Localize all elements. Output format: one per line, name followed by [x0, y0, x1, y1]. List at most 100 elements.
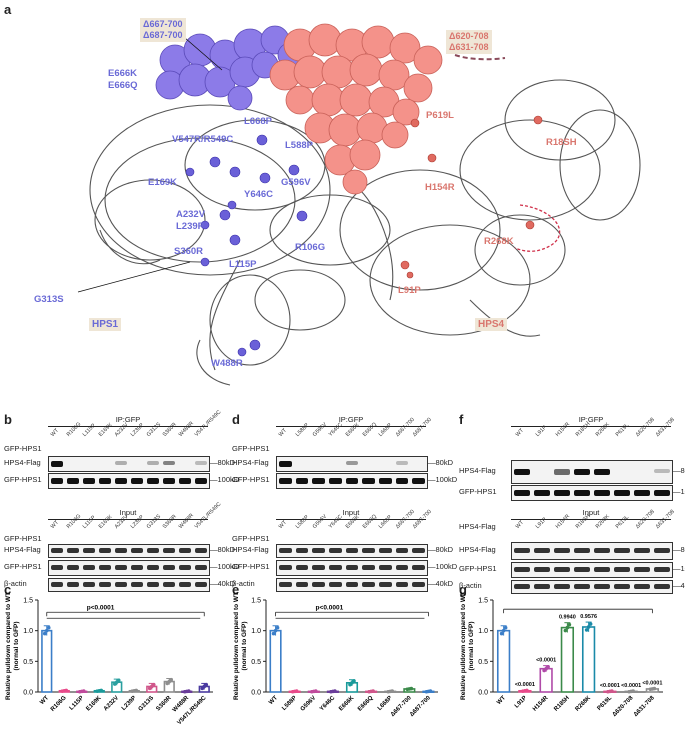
x-tick-label: L668P [377, 695, 394, 712]
blot-band [179, 565, 191, 570]
panel_f-input-underline [511, 519, 671, 520]
data-point [99, 688, 104, 693]
panel_b-input-blot [48, 560, 210, 576]
blot-band [329, 478, 342, 484]
x-tick-label: R268K [575, 695, 593, 713]
blot-band [395, 461, 409, 465]
x-tick-label: G313S [138, 695, 155, 712]
bar-p-value-label: <0.0001 [515, 682, 535, 688]
x-tick-label: L91P [514, 695, 528, 709]
panel_b-ip-lane-label: WT [49, 427, 61, 438]
blot-band [362, 582, 375, 587]
panel_b-input-blot [48, 544, 210, 558]
blot-band [395, 565, 409, 570]
blot-band [131, 548, 143, 553]
panel_b-ip-row-label: GFP-HPS1 [4, 475, 42, 484]
blot-band [412, 565, 425, 570]
blot-band [67, 548, 79, 553]
blot-band [115, 565, 127, 570]
data-point [631, 689, 635, 693]
blot-band [312, 582, 325, 587]
data-point [116, 678, 121, 683]
mutation-label-g313s: G313S [34, 294, 64, 305]
protein-structure-figure [77, 23, 641, 386]
blot-band [312, 548, 325, 553]
panel_d-letter: d [232, 412, 240, 427]
panel_b-input-kd-label: —40kD [210, 579, 236, 588]
panel_b-ip-lane-label: S360R [161, 421, 178, 438]
p-value-annotation: p<0.0001 [316, 604, 344, 611]
panel-g-letter: g [459, 582, 467, 597]
x-tick-label: G596V [300, 695, 317, 712]
data-point [588, 622, 593, 626]
data-point [390, 689, 395, 693]
panel_d-input-header-label: GFP-HPS1 [232, 534, 270, 543]
hps1-deletion-label: Δ667-700 Δ687-700 [140, 18, 186, 42]
bar [581, 626, 596, 693]
bar-p-value-label: 0.9576 [580, 614, 597, 620]
panel_b-input-title: Input [119, 508, 137, 517]
panel_d-input-blot [276, 560, 428, 576]
blot-band [179, 582, 191, 587]
blot-band [131, 478, 143, 484]
panel_f-input-row-label: HPS4-Flag [459, 545, 496, 554]
mutation-label-l91p: L91P [398, 285, 421, 296]
panel_f-ip-lane-label: R268K [594, 421, 611, 438]
blot-band [534, 548, 550, 553]
panel_f-ip-lane-label: P619L [614, 422, 631, 438]
data-point [275, 625, 280, 630]
blot-band [195, 548, 207, 553]
data-point [186, 689, 191, 693]
blot-band [379, 565, 392, 570]
panel_d-ip-blot [276, 473, 428, 489]
mutation-label-r268k: R268K [484, 236, 514, 247]
panel_b-input-blot [48, 578, 210, 592]
blot-band [67, 582, 79, 587]
blot-band [554, 567, 570, 572]
panel_b-ip-underline [48, 426, 208, 427]
blot-band [574, 584, 590, 589]
panel_f-ip-lane-label: WT [514, 427, 526, 438]
panel-c-letter: c [4, 582, 12, 597]
blot-band [147, 461, 159, 465]
blot-band [51, 582, 63, 587]
blot-band [554, 548, 570, 553]
mutation-label-l588p: L588P [285, 140, 313, 151]
panel_b-ip-lane-label: G313S [145, 421, 163, 438]
blot-band [654, 469, 670, 473]
mutation-label-a232v-l239p: A232V L239P [176, 209, 206, 232]
blot-band [115, 548, 127, 553]
bar-p-value-label: <0.0001 [600, 683, 620, 689]
x-tick-label: WT [268, 695, 279, 706]
y-tick-label: 0.0 [251, 690, 261, 697]
blot-band [83, 565, 95, 570]
panel_d-ip-kd-label: —100kD [428, 475, 458, 484]
blot-band [534, 490, 550, 496]
blot-band [574, 469, 590, 475]
y-tick-label: 0.5 [251, 659, 261, 666]
panel_d-ip-blot [276, 456, 428, 472]
panel_f-ip-kd-label: —100kD [673, 487, 685, 496]
blot-band [279, 461, 292, 467]
blot-band [312, 478, 325, 484]
panel_d-ip-lane-label: Y646C [328, 421, 345, 438]
blot-band [115, 582, 127, 587]
x-tick-label: A232V [103, 695, 120, 712]
x-tick-label: Y646C [319, 695, 337, 713]
blot-band [147, 548, 159, 553]
panel_b-ip-header-label: GFP-HPS1 [4, 444, 42, 453]
panel_b-input-row-label: GFP-HPS1 [4, 562, 42, 571]
x-tick-label: R106G [50, 695, 68, 713]
x-tick-label: Δ620-708 [612, 695, 635, 718]
blot-band [295, 565, 309, 570]
x-tick-label: H154R [532, 695, 550, 713]
data-point [567, 622, 572, 627]
blot-band [345, 565, 359, 570]
x-tick-label: WT [39, 695, 50, 706]
panel_f-input-lane-label: WT [514, 519, 526, 530]
panel_b-input-row-label: HPS4-Flag [4, 545, 41, 554]
blot-band [654, 567, 670, 572]
panel_f-input-kd-label: —80kD [673, 545, 685, 554]
blot-band [295, 582, 309, 587]
blot-band [514, 490, 530, 496]
